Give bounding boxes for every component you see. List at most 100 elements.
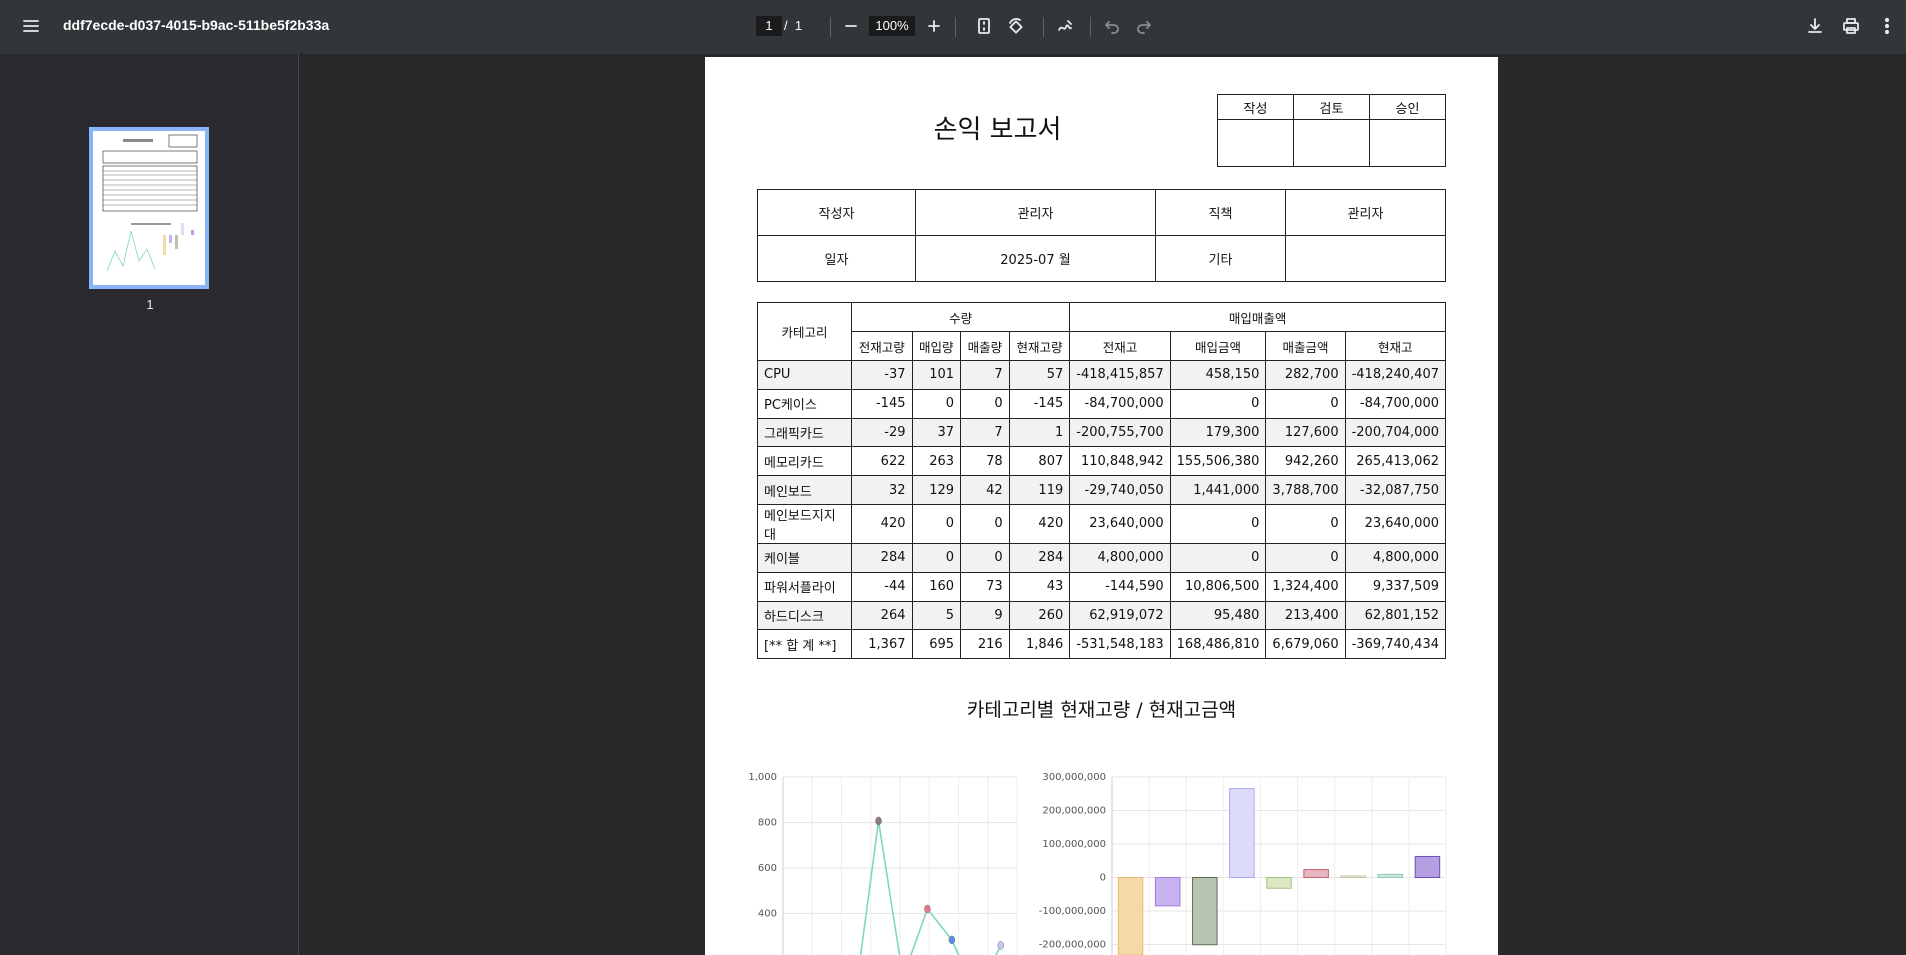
page-number-input[interactable]: 1 — [756, 16, 782, 36]
column-header: 매출량 — [960, 331, 1010, 361]
value-cell: 5 — [911, 600, 962, 631]
thumbnail-preview — [102, 134, 198, 272]
value-cell: 42 — [960, 475, 1010, 505]
value-cell: 4,800,000 — [1069, 542, 1171, 573]
table-row: 메모리카드 622 263 78 807 110,848,942 155,506,380 94… — [757, 446, 1447, 477]
toolbar-divider — [1043, 17, 1044, 37]
zoom-input[interactable]: 100% — [869, 16, 915, 36]
value-cell: 9 — [960, 600, 1010, 631]
toolbar-divider — [955, 17, 956, 37]
thumbnail-page-number: 1 — [146, 297, 154, 312]
value-cell: -84,700,000 — [1344, 388, 1447, 419]
table-row: [** 합 계 **] 1,367 695 216 1,846 -531,548,183 1… — [757, 629, 1447, 660]
value-cell: 7 — [960, 360, 1010, 390]
value-cell: 0 — [1265, 542, 1346, 573]
info-value — [1285, 235, 1446, 282]
value-cell: 23,640,000 — [1344, 503, 1447, 544]
value-cell: 622 — [850, 446, 913, 477]
toolbar-divider — [830, 17, 831, 37]
category-cell: [** 합 계 **] — [757, 629, 852, 660]
value-cell: 265,413,062 — [1344, 446, 1447, 477]
value-cell: 0 — [1265, 503, 1346, 544]
value-cell: -531,548,183 — [1069, 629, 1171, 660]
value-cell: 0 — [911, 503, 962, 544]
value-cell: 95,480 — [1169, 600, 1267, 631]
zoom-in-icon[interactable] — [918, 10, 950, 42]
y-tick-label: 200,000,000 — [1042, 806, 1106, 817]
value-cell: 282,700 — [1265, 360, 1346, 390]
value-cell: 155,506,380 — [1169, 446, 1267, 477]
value-cell: -418,415,857 — [1069, 360, 1171, 390]
category-cell: 메모리카드 — [757, 446, 852, 477]
value-cell: 23,640,000 — [1069, 503, 1171, 544]
approval-sign-cell — [1217, 119, 1294, 167]
value-cell: 0 — [1265, 388, 1346, 419]
more-options-icon[interactable] — [1871, 10, 1903, 42]
data-point — [924, 904, 931, 914]
column-header: 매출금액 — [1265, 331, 1346, 361]
print-icon[interactable] — [1835, 10, 1867, 42]
value-cell: 10,806,500 — [1169, 571, 1267, 602]
page-thumbnail[interactable] — [89, 127, 209, 289]
report-title: 손익 보고서 — [933, 115, 1062, 145]
value-cell: 0 — [960, 542, 1010, 573]
approval-table: 작성 검토 승인 — [1217, 94, 1446, 167]
table-row: PC케이스 -145 0 0 -145 -84,700,000 0 0 -84,700,000 — [757, 388, 1447, 419]
document-title: ddf7ecde-d037-4015-b9ac-511be5f2b33a — [63, 17, 330, 33]
value-cell: 9,337,509 — [1344, 571, 1447, 602]
toolbar-divider — [1090, 17, 1091, 37]
value-cell: -32,087,750 — [1344, 475, 1447, 505]
value-cell: -369,740,434 — [1344, 629, 1447, 660]
value-cell: 78 — [960, 446, 1010, 477]
value-cell: 1,846 — [1008, 629, 1071, 660]
category-cell: CPU — [757, 360, 852, 390]
amount-group-header: 매입매출액 — [1069, 302, 1446, 332]
info-label: 작성자 — [757, 189, 916, 236]
approval-header: 작성 — [1217, 94, 1294, 120]
charts-area: 1,000800600400200300,000,000200,000,0001… — [748, 772, 1447, 955]
value-cell: 0 — [1169, 503, 1267, 544]
value-cell: 7 — [960, 417, 1010, 448]
approval-sign-cell — [1293, 119, 1370, 167]
y-tick-label: 300,000,000 — [1042, 772, 1106, 783]
download-icon[interactable] — [1799, 10, 1831, 42]
page-count: / 1 — [784, 18, 802, 33]
bar — [1414, 855, 1441, 879]
value-cell: 43 — [1008, 571, 1071, 602]
bar — [1266, 877, 1292, 889]
y-tick-label: 800 — [758, 818, 777, 829]
annotate-icon[interactable] — [1050, 10, 1082, 42]
data-point — [997, 941, 1004, 950]
column-header: 전재고량 — [850, 331, 913, 361]
bar — [1154, 877, 1181, 907]
value-cell: -200,755,700 — [1069, 417, 1171, 448]
pl-data-rows: CPU -37 101 7 57 -418,415,857 458,150 282,700 -4… — [757, 360, 1447, 660]
redo-icon[interactable] — [1128, 10, 1160, 42]
bar — [1117, 877, 1144, 955]
approval-header: 검토 — [1293, 94, 1370, 120]
value-cell: 127,600 — [1265, 417, 1346, 448]
value-cell: -145 — [1008, 388, 1071, 419]
value-cell: 0 — [960, 388, 1010, 419]
menu-icon[interactable] — [15, 10, 47, 42]
fit-page-icon[interactable] — [968, 10, 1000, 42]
rotate-icon[interactable] — [1000, 10, 1032, 42]
value-cell: 73 — [960, 571, 1010, 602]
pdf-toolbar: ddf7ecde-d037-4015-b9ac-511be5f2b33a 1 /… — [0, 0, 1906, 54]
undo-icon[interactable] — [1096, 10, 1128, 42]
table-row: 메인보드 32 129 42 119 -29,740,050 1,441,000 3,788,… — [757, 475, 1447, 505]
y-tick-label: 1,000 — [748, 772, 777, 783]
info-table: 작성자 관리자 직책 관리자 일자 2025-07 월 기타 — [757, 189, 1446, 282]
y-tick-label: -100,000,000 — [1039, 906, 1106, 917]
value-cell: 263 — [911, 446, 962, 477]
category-cell: 하드디스크 — [757, 600, 852, 631]
info-label: 기타 — [1155, 235, 1286, 282]
value-cell: 284 — [1008, 542, 1071, 573]
table-row: CPU -37 101 7 57 -418,415,857 458,150 282,700 -4… — [757, 360, 1447, 390]
table-row: 하드디스크 264 5 9 260 62,919,072 95,480 213,400 62,8… — [757, 600, 1447, 631]
category-header: 카테고리 — [757, 302, 852, 361]
zoom-out-icon[interactable] — [835, 10, 867, 42]
value-cell: 0 — [1169, 542, 1267, 573]
table-row: 파워서플라이 -44 160 73 43 -144,590 10,806,500 1,324,… — [757, 571, 1447, 602]
value-cell: 3,788,700 — [1265, 475, 1346, 505]
